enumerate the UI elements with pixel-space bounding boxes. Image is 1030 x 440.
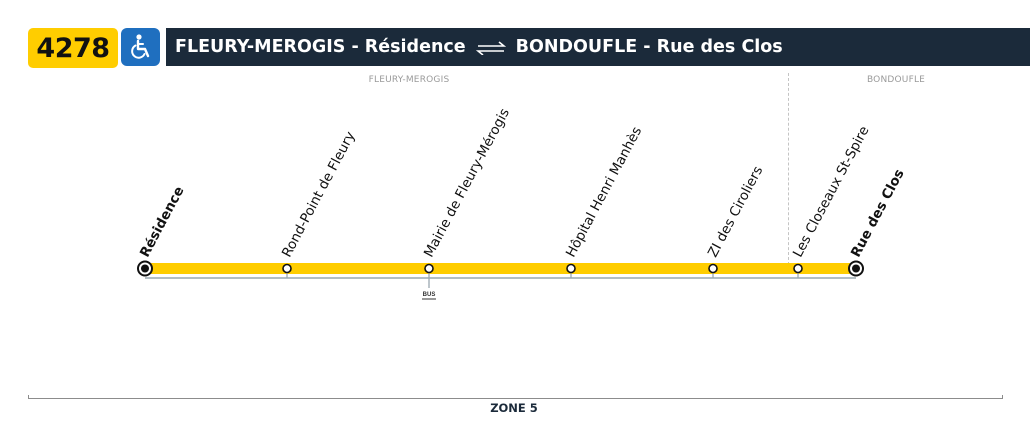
line-number-badge: 4278	[28, 28, 118, 68]
town-label-bondoufle: BONDOUFLE	[866, 75, 926, 85]
route-origin: FLEURY-MEROGIS - Résidence	[175, 37, 466, 57]
town-divider	[788, 73, 789, 265]
bus-connection-icon: BUS	[422, 292, 436, 300]
svg-text:BUS: BUS	[423, 292, 436, 298]
terminus-marker-start	[137, 260, 153, 277]
terminus-marker-end	[848, 260, 864, 277]
route-header: FLEURY-MEROGIS - Résidence BONDOUFLE - R…	[166, 28, 1030, 66]
town-label-fleury-merogis: FLEURY-MEROGIS	[368, 75, 450, 85]
wheelchair-icon	[121, 28, 160, 66]
fare-zone-bracket	[28, 395, 1003, 399]
fare-zone-label: ZONE 5	[490, 401, 538, 415]
route-destination: BONDOUFLE - Rue des Clos	[515, 37, 783, 57]
bidirectional-arrows-icon	[475, 40, 506, 56]
